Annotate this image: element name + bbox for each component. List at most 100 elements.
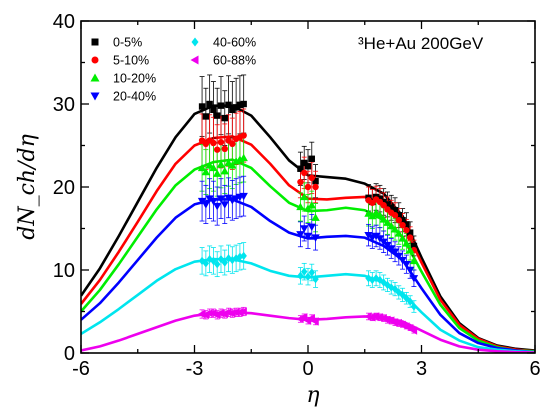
axis-ticks: -6 -3 0 3 6 0 10 20 30 40 <box>53 11 541 380</box>
data-point <box>206 100 213 108</box>
data-point <box>224 194 233 202</box>
data-point <box>235 308 244 317</box>
data-point <box>221 114 228 122</box>
data-markers <box>197 100 419 335</box>
data-point <box>390 248 400 256</box>
data-point <box>390 318 399 327</box>
data-point <box>236 101 244 109</box>
data-point <box>399 217 406 224</box>
data-point <box>201 167 211 176</box>
data-point <box>391 207 399 214</box>
data-point <box>311 234 320 242</box>
legend-marker-60-88% <box>190 55 199 65</box>
data-point <box>232 254 240 263</box>
data-point <box>409 256 419 265</box>
data-point <box>308 155 315 162</box>
data-point <box>398 234 407 242</box>
data-point <box>217 138 225 146</box>
legend-label: 5-10% <box>113 54 149 68</box>
data-point <box>297 165 304 172</box>
data-point <box>364 312 372 321</box>
x-tick-label: -6 <box>72 358 90 380</box>
data-point <box>394 229 403 237</box>
legend: 0-5% 5-10% 10-20% 20-40% 40-60% 60-88% <box>90 36 256 104</box>
data-point <box>395 217 402 224</box>
legend-marker-5-10% <box>91 56 99 64</box>
legend-label: 10-20% <box>113 72 156 86</box>
legend-marker-0-5% <box>91 38 99 46</box>
data-point <box>225 101 232 109</box>
y-tick-label: 30 <box>53 94 75 116</box>
data-point <box>371 232 381 241</box>
data-point <box>403 221 410 228</box>
data-point <box>300 313 308 322</box>
data-point <box>405 266 415 275</box>
x-tick-label: 6 <box>529 358 540 380</box>
data-point <box>312 183 319 191</box>
data-point <box>296 202 305 211</box>
x-axis-label: η <box>306 383 319 408</box>
data-point <box>380 202 387 209</box>
y-tick-label: 20 <box>53 177 75 199</box>
data-point <box>300 225 309 233</box>
legend-marker-10-20% <box>90 73 100 82</box>
data-point <box>307 201 316 209</box>
data-point <box>231 308 240 317</box>
data-point <box>304 272 312 281</box>
data-point <box>229 140 236 148</box>
data-point <box>214 259 221 269</box>
data-point <box>375 313 384 322</box>
data-point <box>375 211 385 219</box>
y-axis-label: dN_ch/dη <box>15 134 40 240</box>
data-point <box>214 146 221 153</box>
data-point <box>376 195 384 202</box>
data-point <box>205 308 213 318</box>
data-point <box>383 218 392 226</box>
data-point <box>221 145 228 153</box>
data-point <box>308 174 315 182</box>
data-point <box>296 231 305 239</box>
data-point <box>214 112 221 119</box>
data-point <box>398 256 407 265</box>
data-point <box>405 245 415 254</box>
data-point <box>217 102 225 109</box>
data-point <box>312 274 319 284</box>
annotation-system: ³He+Au 200GeV <box>358 34 484 53</box>
legend-label: 0-5% <box>113 36 142 50</box>
data-point <box>201 201 211 209</box>
data-point <box>202 113 210 120</box>
data-point <box>311 213 320 221</box>
data-point <box>228 308 236 318</box>
data-point <box>205 195 214 203</box>
data-point <box>229 106 236 114</box>
data-point <box>213 202 222 211</box>
data-point <box>217 255 225 264</box>
data-point <box>197 163 207 172</box>
data-point <box>368 313 376 322</box>
data-point <box>311 317 319 326</box>
legend-label: 60-88% <box>213 54 256 68</box>
data-point <box>307 313 315 323</box>
y-tick-label: 10 <box>53 260 75 282</box>
data-point <box>213 169 222 177</box>
data-point <box>406 229 414 236</box>
data-point <box>406 234 414 241</box>
data-point <box>209 163 218 172</box>
data-point <box>391 212 399 219</box>
data-point <box>371 312 380 321</box>
data-point <box>409 275 419 283</box>
data-point <box>210 106 217 114</box>
data-point <box>216 195 226 203</box>
data-point <box>216 160 226 168</box>
data-point <box>206 255 213 264</box>
data-point <box>297 178 304 186</box>
data-point <box>220 167 229 175</box>
data-point <box>297 271 304 281</box>
data-point <box>301 169 308 177</box>
data-point <box>364 231 373 240</box>
legend-marker-20-40% <box>90 92 100 101</box>
data-point <box>304 183 312 191</box>
x-tick-label: 0 <box>302 358 313 380</box>
data-point <box>228 161 237 169</box>
